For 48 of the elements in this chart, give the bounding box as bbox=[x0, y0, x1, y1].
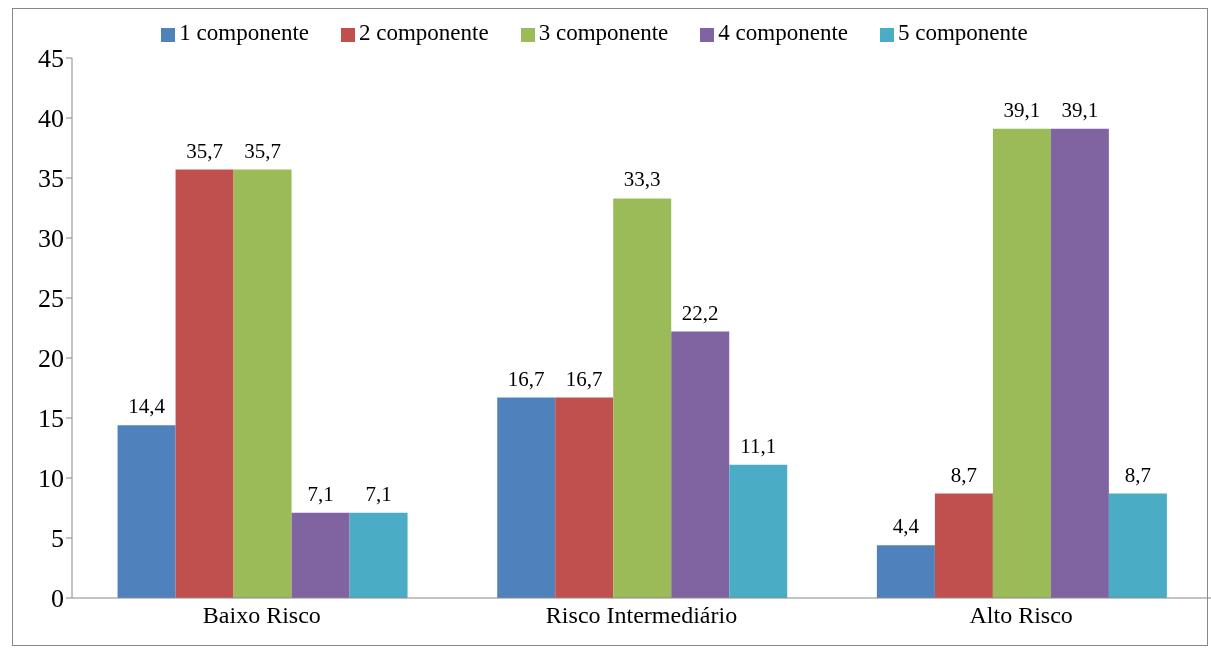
y-tick-label: 45 bbox=[38, 44, 64, 74]
bar bbox=[671, 331, 730, 598]
bar bbox=[876, 545, 935, 598]
bar bbox=[992, 128, 1051, 598]
data-label: 7,1 bbox=[365, 481, 392, 506]
y-tick-label: 0 bbox=[51, 584, 64, 614]
bar bbox=[555, 397, 614, 598]
data-label: 16,7 bbox=[565, 366, 603, 391]
y-tick-label: 35 bbox=[38, 164, 64, 194]
data-label: 22,2 bbox=[681, 300, 719, 325]
legend-label: 2 componente bbox=[359, 20, 489, 45]
bar bbox=[117, 425, 176, 598]
bar bbox=[497, 397, 556, 598]
data-label: 8,7 bbox=[1124, 462, 1152, 487]
legend-label: 5 componente bbox=[897, 20, 1028, 45]
y-tick-label: 40 bbox=[38, 104, 64, 134]
x-tick-label: Risco Intermediário bbox=[545, 602, 738, 629]
x-tick-label: Baixo Risco bbox=[202, 602, 321, 629]
y-tick-label: 10 bbox=[38, 464, 64, 494]
data-label: 8,7 bbox=[950, 462, 978, 487]
data-label: 7,1 bbox=[307, 481, 334, 506]
data-label: 35,7 bbox=[244, 138, 281, 163]
x-tick-label: Alto Risco bbox=[969, 602, 1073, 629]
legend-label: 4 componente bbox=[718, 20, 848, 45]
legend-label: 3 componente bbox=[538, 20, 669, 45]
data-label: 39,1 bbox=[1061, 97, 1099, 122]
bar bbox=[291, 512, 350, 598]
legend-label: 1 componente bbox=[179, 20, 310, 45]
bar bbox=[729, 464, 788, 598]
bar bbox=[233, 169, 292, 598]
data-label: 39,1 bbox=[1003, 97, 1041, 122]
data-label: 4,4 bbox=[892, 514, 920, 539]
y-tick-label: 30 bbox=[38, 224, 64, 254]
data-label: 16,7 bbox=[507, 366, 545, 391]
bar bbox=[175, 169, 234, 598]
y-tick-label: 20 bbox=[38, 344, 64, 374]
y-tick-label: 5 bbox=[51, 524, 64, 554]
y-tick-label: 15 bbox=[38, 404, 64, 434]
bar bbox=[1108, 493, 1167, 598]
y-tick-label: 25 bbox=[38, 284, 64, 314]
data-label: 35,7 bbox=[186, 138, 223, 163]
data-label: 11,1 bbox=[740, 433, 777, 458]
data-label: 33,3 bbox=[623, 167, 661, 192]
data-label: 14,4 bbox=[128, 394, 166, 419]
bar bbox=[613, 198, 672, 598]
bar bbox=[1050, 128, 1109, 598]
bar bbox=[349, 512, 408, 598]
bar bbox=[934, 493, 993, 598]
